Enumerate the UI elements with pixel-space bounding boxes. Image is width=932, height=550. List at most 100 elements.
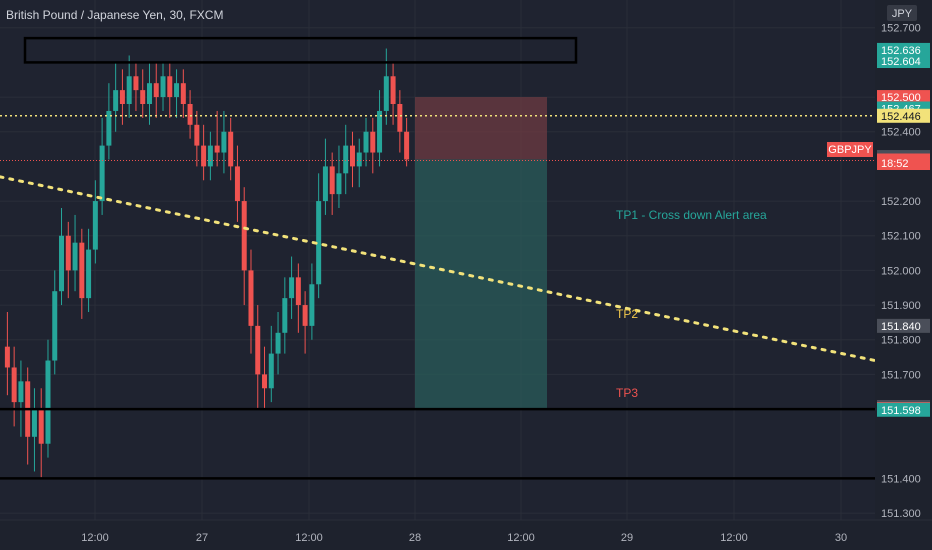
price-tag-label: 152.636 — [881, 45, 921, 57]
tp2-label: TP2 — [616, 307, 638, 321]
candle-body — [207, 145, 213, 167]
candle-body — [45, 360, 51, 444]
candle-body — [295, 277, 301, 306]
price-tick-label: 151.800 — [881, 335, 921, 347]
currency-badge[interactable]: JPY — [887, 5, 917, 21]
trendline[interactable] — [0, 175, 877, 363]
candle-body — [248, 270, 254, 326]
time-tick-label: 12:00 — [81, 532, 109, 544]
time-axis[interactable]: 12:00 27 12:00 28 12:00 29 12:00 30 — [0, 519, 932, 550]
candle-body — [153, 83, 159, 98]
candle-body — [11, 367, 17, 403]
price-axis[interactable]: 152.700 152.400 152.200 152.100 152.000 151.9… — [875, 0, 932, 520]
time-tick-label: 12:00 — [720, 532, 748, 544]
candle-body — [65, 235, 71, 271]
currency-badge-box — [887, 5, 917, 21]
candle-body — [180, 83, 186, 104]
tp3-label: TP3 — [616, 386, 638, 400]
candle-body — [275, 332, 281, 354]
candle-body — [356, 152, 362, 167]
candle-body — [370, 131, 376, 153]
symbol-tag-box — [827, 142, 873, 157]
price-tick-label: 151.300 — [881, 508, 921, 520]
symbol-tag-text: GBPJPY — [828, 144, 872, 156]
candle-body — [329, 166, 335, 195]
price-tick-label: 151.400 — [881, 473, 921, 485]
candle-body — [316, 201, 322, 285]
trade-zones — [415, 97, 547, 410]
time-tick-label: 27 — [196, 532, 208, 544]
price-tag-box — [877, 402, 930, 417]
time-tick-label: 12:00 — [507, 532, 535, 544]
price-tag-box — [877, 108, 930, 123]
candle-body — [194, 124, 200, 146]
candle-body — [146, 83, 152, 104]
candlesticks — [4, 48, 410, 479]
candle-body — [343, 145, 349, 174]
candle-body — [363, 131, 369, 153]
candle-body — [167, 76, 173, 98]
candle-body — [86, 249, 92, 299]
price-tag-label: 151.840 — [881, 321, 921, 333]
candle-body — [187, 104, 193, 125]
price-tag-label: 151.598 — [881, 405, 921, 417]
candle-body — [228, 131, 234, 167]
candle-body — [336, 173, 342, 195]
candle-body — [119, 90, 125, 104]
candle-body — [18, 381, 24, 403]
candle-body — [4, 346, 10, 368]
take-profit-zone[interactable] — [415, 159, 547, 410]
candle-body — [377, 110, 383, 153]
candle-body — [52, 291, 58, 361]
price-tick-label: 152.700 — [881, 23, 921, 35]
candle-body — [221, 131, 227, 153]
currency-label: JPY — [892, 8, 913, 20]
candle-body — [282, 298, 288, 333]
candle-body — [322, 166, 328, 202]
time-tick-label: 28 — [409, 532, 421, 544]
resistance-box[interactable] — [23, 36, 578, 64]
candle-body — [106, 110, 112, 146]
price-tag-label: 152.604 — [881, 56, 921, 68]
countdown-text: 18:52 — [881, 158, 909, 170]
drawings — [0, 36, 877, 480]
stop-loss-zone[interactable] — [415, 97, 547, 160]
candle-body — [349, 145, 355, 167]
time-tick-label: 12:00 — [295, 532, 323, 544]
candle-body — [397, 104, 403, 132]
candle-body — [268, 353, 274, 389]
candle-body — [383, 76, 389, 111]
candle-body — [160, 76, 166, 98]
price-axis-background — [875, 0, 932, 520]
candle-body — [174, 83, 180, 98]
candle-body — [289, 277, 295, 299]
candle-body — [302, 305, 308, 326]
candle-body — [126, 76, 132, 104]
candle-body — [113, 90, 119, 111]
price-tick-label: 151.900 — [881, 300, 921, 312]
candle-body — [262, 374, 268, 389]
candle-body — [255, 325, 261, 375]
price-tag-label: 152.500 — [881, 92, 921, 104]
candle-body — [140, 90, 146, 104]
candle-body — [59, 235, 65, 292]
candle-body — [234, 166, 240, 202]
candle-body — [241, 201, 247, 271]
candle-body — [92, 201, 98, 250]
candle-body — [404, 131, 410, 160]
countdown-box — [877, 156, 930, 170]
price-tag-label: 152.446 — [881, 111, 921, 123]
candle-body — [390, 76, 396, 104]
candle-body — [38, 409, 44, 444]
time-axis-background — [0, 520, 932, 550]
tp1-label: TP1 - Cross down Alert area — [616, 208, 767, 222]
countdown-tag: 18:52 — [877, 156, 930, 170]
candle-body — [214, 145, 220, 153]
price-tick-label: 152.100 — [881, 231, 921, 243]
annotations: TP1 - Cross down Alert area TP2 TP3 — [616, 208, 767, 400]
price-tag-box — [877, 318, 930, 333]
price-tick-label: 151.700 — [881, 369, 921, 381]
price-tick-label: 152.200 — [881, 196, 921, 208]
